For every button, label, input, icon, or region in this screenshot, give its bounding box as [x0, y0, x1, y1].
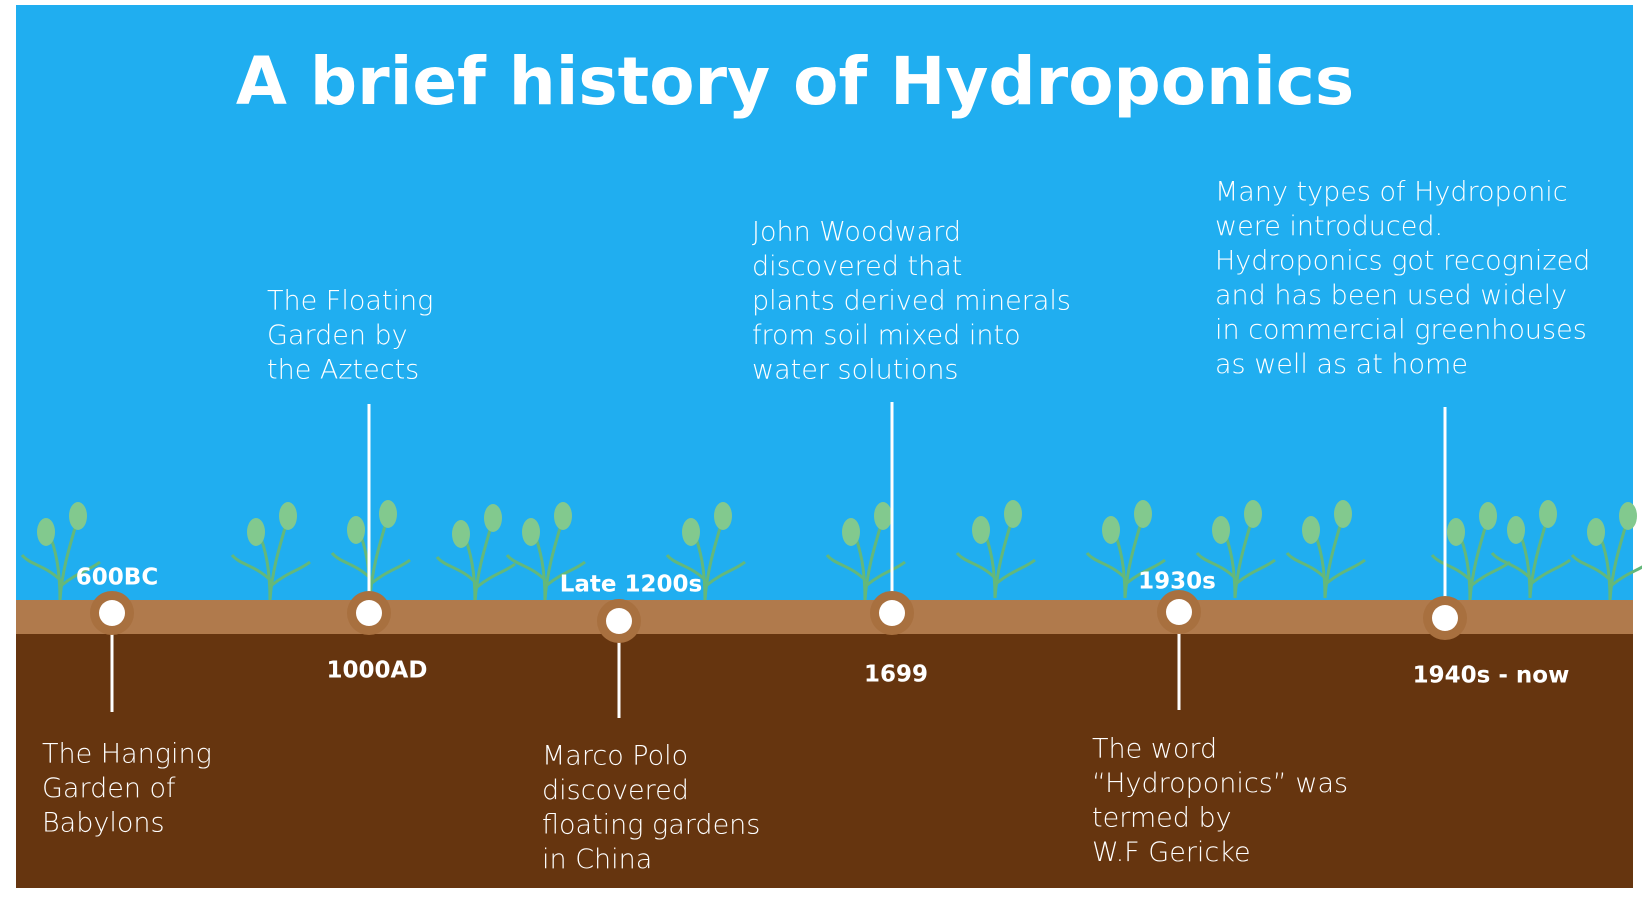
bud: [347, 516, 365, 544]
dot: [99, 600, 125, 626]
bud: [1447, 518, 1465, 546]
event-date: 600BC: [76, 565, 158, 591]
page: A brief history of Hydroponics 600BC The …: [0, 0, 1642, 900]
event-date: 1699: [864, 662, 928, 688]
bud: [682, 518, 700, 546]
event-description: in China: [542, 844, 652, 875]
soil: [16, 634, 1633, 888]
topsoil: [16, 600, 1633, 634]
bud: [452, 520, 470, 548]
bud: [1507, 516, 1525, 544]
bud: [1334, 500, 1352, 528]
bud: [1244, 500, 1262, 528]
infographic: A brief history of Hydroponics 600BC The …: [0, 0, 1642, 900]
bud: [279, 502, 297, 530]
event-description: Hydroponics got recognized: [1215, 246, 1590, 277]
event-description: Garden of: [42, 773, 176, 804]
event-description: were introduced.: [1215, 211, 1443, 242]
dot: [1166, 599, 1192, 625]
bud: [1302, 516, 1320, 544]
event-description: Babylons: [42, 808, 165, 839]
event-description: The Floating: [267, 286, 433, 317]
event-description: “Hydroponics” was: [1092, 768, 1348, 799]
bud: [842, 518, 860, 546]
event-description: W.F Gericke: [1092, 837, 1251, 868]
event-description: Many types of Hydroponic: [1215, 177, 1568, 208]
event-description: as well as at home: [1215, 349, 1468, 380]
bud: [1212, 516, 1230, 544]
event-description: and has been used widely: [1215, 280, 1567, 311]
event-description: termed by: [1092, 803, 1232, 834]
event-description: water solutions: [752, 355, 959, 386]
dot: [1432, 605, 1458, 631]
event-description: in commercial greenhouses: [1215, 315, 1587, 346]
event-description: The Hanging: [42, 739, 212, 770]
event-description: the Aztects: [267, 355, 419, 386]
dot: [879, 600, 905, 626]
bud: [1102, 516, 1120, 544]
event-date: 1000AD: [327, 658, 428, 684]
event-description: Garden by: [267, 320, 408, 351]
event-description: John Woodward: [752, 217, 961, 248]
bud: [1539, 500, 1557, 528]
event-description: discovered: [542, 775, 689, 806]
event-description: The word: [1092, 734, 1217, 765]
bud: [1587, 518, 1605, 546]
dot: [606, 608, 632, 634]
bud: [1004, 500, 1022, 528]
event-description: discovered that: [752, 251, 962, 282]
bud: [69, 502, 87, 530]
bud: [379, 500, 397, 528]
bud: [37, 518, 55, 546]
event-description: plants derived minerals: [752, 286, 1071, 317]
bud: [247, 518, 265, 546]
bud: [554, 502, 572, 530]
event-description: from soil mixed into: [752, 320, 1021, 351]
bud: [522, 518, 540, 546]
event-description: floating gardens: [542, 810, 760, 841]
bud: [1619, 502, 1637, 530]
event-date: Late 1200s: [560, 572, 702, 598]
event-date: 1940s - now: [1413, 663, 1570, 689]
bud: [1479, 502, 1497, 530]
bud: [874, 502, 892, 530]
event-description: Marco Polo: [542, 741, 688, 772]
bud: [714, 502, 732, 530]
title: A brief history of Hydroponics: [236, 43, 1354, 120]
bud: [1134, 500, 1152, 528]
bud: [484, 504, 502, 532]
dot: [356, 600, 382, 626]
event-date: 1930s: [1138, 569, 1216, 595]
bud: [972, 516, 990, 544]
